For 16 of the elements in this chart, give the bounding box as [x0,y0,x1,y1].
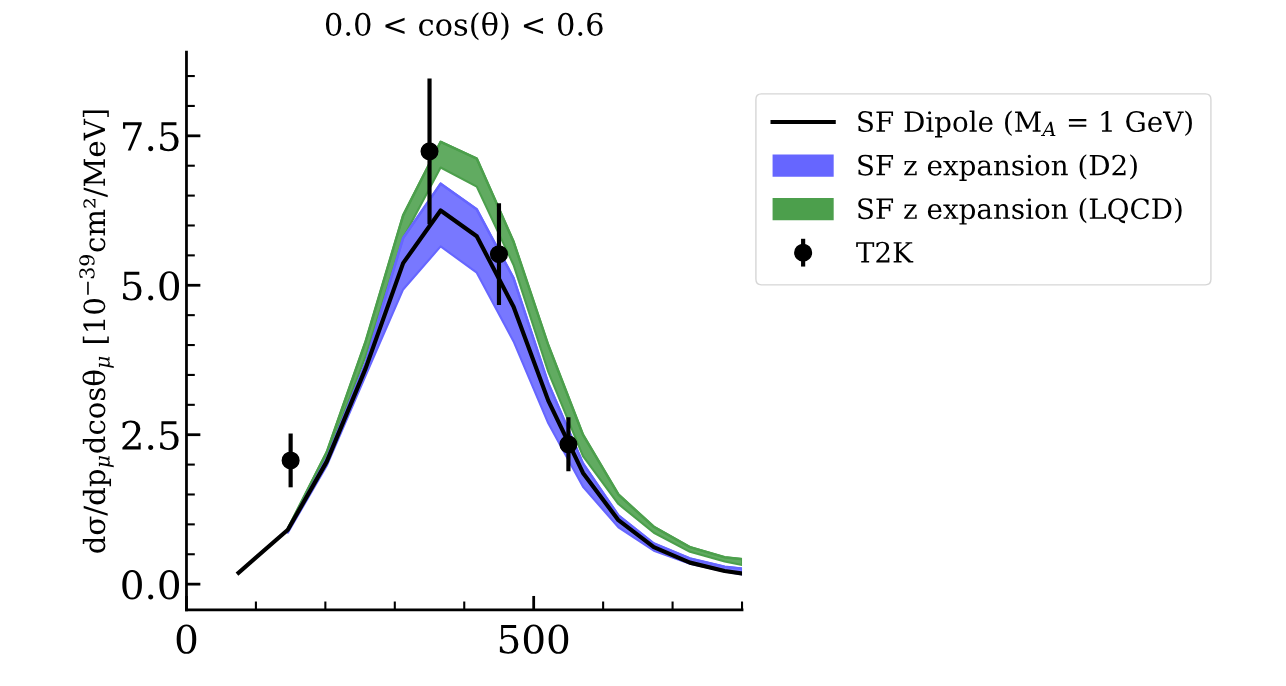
point [420,142,439,161]
y-axis-title: dσ/dp$_{μ}$dcosθ$_{μ}$ [10$^{−39}$cm²/MeV] [79,110,114,553]
legend-label: T2K [856,241,914,263]
point [489,245,508,264]
y-tick-label: 0.0 [122,570,180,600]
x-tick-label: 0 [176,624,197,654]
x-tick-label: 500 [499,624,569,654]
y-tick-label: 7.5 [123,122,179,152]
chart-title: 0.0 < cos(θ) < 0.6 [325,11,603,41]
legend-label: SF z expansion (D2) [858,154,1137,182]
point [281,451,300,470]
point [559,435,578,454]
legend-label: SF z expansion (LQCD) [858,197,1182,225]
y-tick-label: 2.5 [122,420,179,451]
legend-label: SF Dipole (M$_{A}$ = 1 GeV) [858,110,1192,138]
y-tick-label: 5.0 [123,271,180,301]
